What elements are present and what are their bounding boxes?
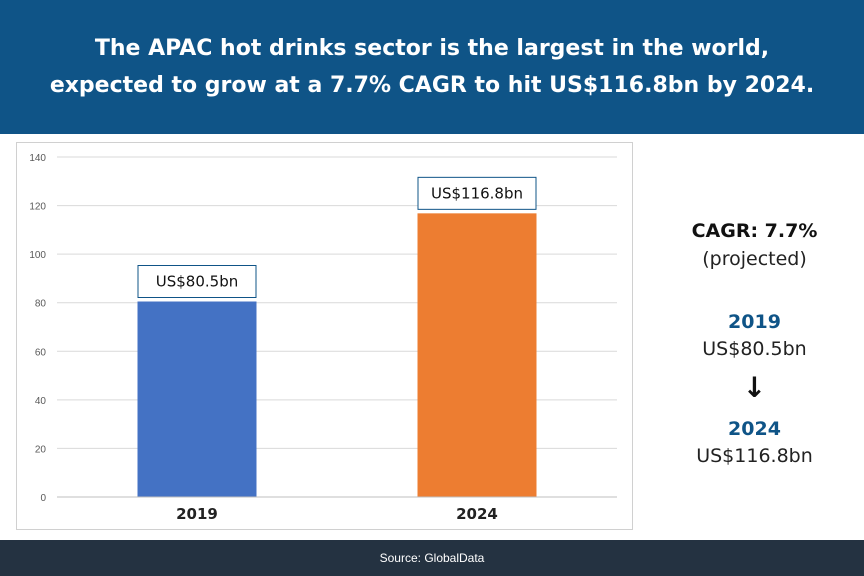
arrow-down-icon: ↓: [742, 371, 767, 404]
bar-chart: 0 20 40 60 80 100 120 140 2019 US$80.5bn 2024 US$11…: [16, 142, 633, 530]
source-text: Source: GlobalData: [379, 551, 485, 565]
start-year: 2019: [728, 311, 781, 333]
x-tick-label: 2024: [456, 505, 498, 523]
y-tick-label: 0: [40, 493, 46, 504]
y-tick-label: 80: [35, 299, 47, 310]
y-tick-label: 140: [29, 153, 46, 164]
y-tick-label: 100: [29, 250, 46, 261]
y-tick-label: 120: [29, 202, 46, 213]
source-footer: Source: GlobalData: [0, 540, 864, 576]
y-tick-label: 40: [35, 396, 47, 407]
headline-line-2: expected to grow at a 7.7% CAGR to hit U…: [49, 73, 815, 98]
headline-line-1: The APAC hot drinks sector is the larges…: [94, 36, 770, 61]
y-tick-label: 20: [35, 444, 47, 455]
cagr-label: CAGR: 7.7%: [691, 220, 818, 242]
x-tick-label: 2019: [176, 505, 218, 523]
data-label-box: [417, 176, 537, 210]
data-label-box: [137, 265, 257, 298]
bar: [417, 213, 537, 497]
end-value: US$116.8bn: [696, 445, 813, 467]
bar: [137, 301, 257, 497]
end-year: 2024: [728, 418, 781, 440]
projected-label: (projected): [702, 248, 807, 270]
data-label: US$80.5bn: [156, 273, 238, 291]
headline-banner: The APAC hot drinks sector is the larges…: [0, 0, 864, 134]
summary-panel: CAGR: 7.7% (projected) 2019 US$80.5bn ↓ …: [645, 0, 864, 540]
y-tick-label: 60: [35, 347, 47, 358]
data-label: US$116.8bn: [431, 184, 523, 202]
start-value: US$80.5bn: [702, 338, 807, 360]
bar-chart-canvas: 0 20 40 60 80 100 120 140 2019 US$80.5bn 2024 US$11…: [29, 153, 617, 523]
